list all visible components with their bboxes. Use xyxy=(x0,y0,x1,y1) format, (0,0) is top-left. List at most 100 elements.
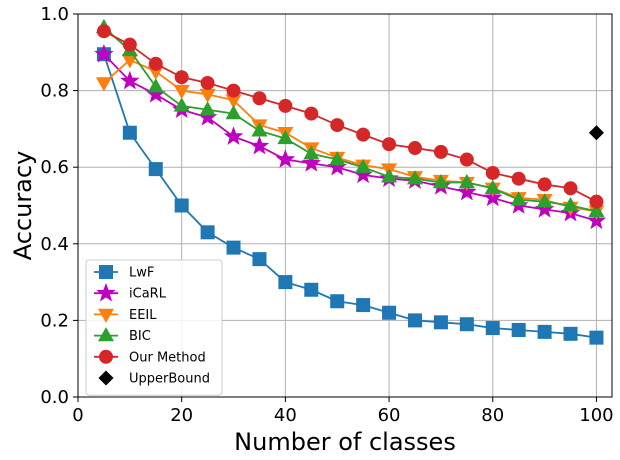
legend-label: BIC xyxy=(129,329,151,344)
legend-entry-icarl: iCaRL xyxy=(94,283,167,302)
data-point-our-method xyxy=(433,144,448,159)
data-point-our-method xyxy=(226,83,241,98)
x-tick-label: 100 xyxy=(579,405,613,426)
data-point-lwf xyxy=(563,326,578,341)
data-point-bic xyxy=(510,191,527,206)
data-point-lwf xyxy=(459,317,474,332)
data-point-bic xyxy=(484,179,501,194)
data-point-lwf xyxy=(330,294,345,309)
legend-entry-upperbound: UpperBound xyxy=(98,370,210,387)
data-point-our-method xyxy=(382,137,397,152)
data-point-our-method xyxy=(459,152,474,167)
data-point-our-method xyxy=(304,106,319,121)
x-axis-title: Number of classes xyxy=(234,428,456,456)
data-point-bic xyxy=(406,170,423,185)
data-point-upperbound xyxy=(588,125,604,141)
y-tick-label: 0.8 xyxy=(40,81,69,102)
data-point-our-method xyxy=(278,98,293,113)
data-point-lwf xyxy=(278,275,293,290)
plot-border xyxy=(77,13,613,398)
legend-entry-eeil: EEIL xyxy=(94,308,157,323)
legend-marker-our-method xyxy=(99,349,113,364)
tick-labels: 0 20 40 60 80 100 0.0 0.2 0.4 0.6 0.8 1.0 xyxy=(40,4,613,426)
data-point-our-method xyxy=(330,118,345,133)
data-point-icarl xyxy=(457,181,477,201)
data-point-our-method xyxy=(200,75,215,90)
legend-box xyxy=(85,259,223,396)
data-point-lwf xyxy=(485,321,500,336)
data-point-bic xyxy=(588,202,605,217)
data-point-bic xyxy=(199,101,216,116)
data-point-our-method xyxy=(122,37,137,52)
data-point-icarl xyxy=(586,210,607,230)
y-tick-label: 0.6 xyxy=(40,157,69,178)
data-point-lwf xyxy=(122,125,137,140)
data-point-bic xyxy=(173,97,190,112)
data-point-icarl xyxy=(120,70,140,90)
data-point-lwf xyxy=(174,198,189,213)
series-lines xyxy=(94,18,607,345)
data-point-lwf xyxy=(226,240,241,255)
series-bic xyxy=(95,18,605,217)
legend-label: LwF xyxy=(129,266,154,281)
data-point-our-method xyxy=(407,141,422,156)
data-point-icarl xyxy=(249,135,270,155)
data-point-our-method xyxy=(252,91,267,106)
data-point-icarl xyxy=(223,126,244,145)
y-tick-label: 1.0 xyxy=(40,4,69,25)
data-point-lwf xyxy=(589,330,604,345)
legend-label: UpperBound xyxy=(129,372,210,387)
data-point-lwf xyxy=(537,324,552,339)
legend: LwF iCaRL EEIL BIC Our Method UpperBound xyxy=(85,259,223,396)
data-point-lwf xyxy=(252,252,267,267)
data-point-our-method xyxy=(537,177,552,192)
data-point-icarl xyxy=(94,44,114,63)
x-tick-label: 40 xyxy=(274,405,297,426)
x-tick-label: 80 xyxy=(481,405,504,426)
data-point-bic xyxy=(355,158,372,173)
data-point-bic xyxy=(432,174,449,189)
data-point-lwf xyxy=(148,162,163,177)
data-point-bic xyxy=(251,122,268,137)
data-point-our-method xyxy=(589,194,604,209)
data-point-bic xyxy=(536,193,553,208)
data-point-lwf xyxy=(511,322,526,337)
data-point-lwf xyxy=(407,313,422,328)
data-point-our-method xyxy=(563,181,578,196)
y-axis-title: Accuracy xyxy=(9,151,37,261)
data-point-bic xyxy=(225,105,242,120)
legend-label: iCaRL xyxy=(129,287,167,302)
data-point-icarl xyxy=(483,187,503,207)
data-point-our-method xyxy=(174,70,189,85)
data-point-lwf xyxy=(304,282,319,297)
data-point-lwf xyxy=(433,315,448,330)
y-tick-label: 0.4 xyxy=(40,234,69,255)
data-point-bic xyxy=(562,197,579,212)
x-tick-label: 20 xyxy=(170,405,193,426)
series-our-method xyxy=(96,24,604,209)
legend-marker-upperbound xyxy=(98,370,114,386)
data-point-lwf xyxy=(356,298,371,313)
x-tick-label: 0 xyxy=(72,405,83,426)
data-point-bic xyxy=(458,174,475,189)
legend-label: EEIL xyxy=(129,308,157,323)
data-point-bic xyxy=(303,145,320,160)
data-point-eeil xyxy=(173,84,190,100)
data-point-icarl xyxy=(275,149,296,168)
legend-marker-eeil xyxy=(97,308,115,323)
data-point-eeil xyxy=(95,77,112,92)
data-point-icarl xyxy=(301,153,322,172)
data-point-bic xyxy=(147,78,164,93)
legend-entry-lwf: LwF xyxy=(94,265,154,281)
data-point-our-method xyxy=(148,56,163,71)
data-point-our-method xyxy=(356,127,371,142)
data-point-lwf xyxy=(200,225,215,240)
plot-frame xyxy=(77,13,613,398)
legend-marker-bic xyxy=(97,327,115,342)
legend-marker-lwf xyxy=(99,265,113,279)
legend-marker-icarl xyxy=(96,283,116,302)
data-point-our-method xyxy=(511,171,526,186)
legend-entry-bic: BIC xyxy=(94,327,151,344)
series-upperbound xyxy=(588,125,604,141)
